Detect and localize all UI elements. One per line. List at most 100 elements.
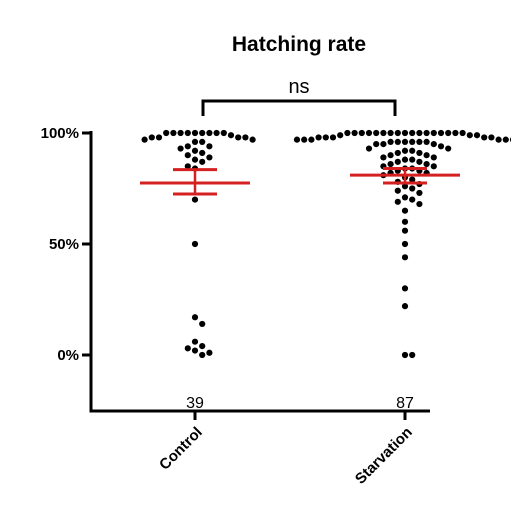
data-point — [409, 185, 416, 192]
data-point — [170, 129, 177, 137]
y-tick-label: 0% — [57, 347, 79, 364]
data-point — [235, 134, 242, 141]
data-point — [184, 129, 191, 137]
data-point — [220, 129, 227, 137]
data-point — [409, 156, 416, 163]
data-point — [380, 129, 387, 137]
data-point — [199, 320, 206, 328]
data-point — [409, 138, 416, 145]
data-point — [430, 129, 437, 137]
data-point — [394, 149, 401, 157]
data-point — [401, 156, 409, 163]
data-point — [416, 158, 423, 165]
data-point — [423, 138, 430, 145]
data-point — [227, 132, 235, 139]
data-point — [184, 143, 191, 150]
data-point — [423, 129, 430, 137]
data-point — [437, 143, 445, 150]
chart-title: Hatching rate — [232, 33, 366, 56]
data-point — [301, 136, 308, 143]
data-point — [401, 254, 409, 261]
data-point — [344, 129, 351, 137]
data-point — [365, 145, 373, 152]
data-point — [199, 149, 206, 157]
data-point — [401, 194, 409, 201]
data-point — [416, 189, 423, 197]
data-point — [416, 129, 423, 137]
significance-bracket — [201, 99, 397, 116]
data-point — [191, 338, 199, 345]
data-point — [199, 138, 206, 145]
data-point — [199, 351, 206, 359]
y-tick-label: 50% — [49, 236, 79, 253]
data-point — [423, 160, 430, 168]
data-point — [430, 154, 437, 161]
data-point — [452, 129, 459, 137]
x-tick-label: Starvation — [352, 424, 416, 488]
data-point — [242, 134, 249, 141]
data-point — [206, 154, 213, 161]
data-point — [401, 147, 409, 154]
data-point — [409, 176, 416, 183]
data-point — [191, 347, 199, 354]
data-point — [401, 183, 409, 190]
data-point — [213, 129, 220, 137]
data-point — [163, 129, 170, 137]
data-point — [502, 136, 509, 143]
data-point — [206, 143, 213, 150]
data-point — [191, 240, 199, 248]
axes: 0% 50% 100% Control 39 Starvation 87 — [41, 125, 430, 488]
x-tick-label: Control — [156, 424, 206, 474]
data-point — [387, 160, 394, 168]
data-point — [401, 129, 409, 137]
data-point — [495, 136, 502, 143]
data-point — [293, 136, 301, 143]
data-point — [191, 138, 199, 145]
data-point — [416, 138, 423, 145]
data-point — [191, 129, 199, 137]
data-point — [315, 134, 322, 141]
data-point — [401, 227, 409, 234]
data-point — [394, 129, 401, 137]
data-point — [351, 129, 358, 137]
data-point — [459, 129, 466, 137]
data-point — [329, 134, 337, 141]
data-point — [373, 129, 380, 137]
data-point — [177, 145, 184, 152]
data-point — [430, 163, 437, 170]
data-point — [481, 134, 488, 141]
data-point — [409, 129, 416, 137]
data-points — [141, 129, 511, 359]
data-point — [191, 196, 199, 203]
data-point — [206, 129, 213, 137]
data-point — [191, 147, 199, 154]
data-point — [387, 152, 394, 159]
data-point — [148, 134, 155, 141]
data-point — [373, 141, 380, 148]
data-point — [155, 134, 163, 141]
data-point — [445, 129, 452, 137]
data-point — [191, 314, 199, 321]
data-point — [249, 136, 256, 143]
data-point — [308, 136, 315, 143]
data-point — [184, 152, 191, 159]
data-point — [365, 129, 373, 137]
data-point — [401, 218, 409, 225]
data-point — [191, 156, 199, 163]
mean-sem-bars — [140, 167, 460, 196]
data-point — [206, 349, 213, 356]
data-point — [394, 158, 401, 165]
data-point — [337, 132, 344, 139]
group-count-label: 87 — [396, 395, 414, 412]
data-point — [401, 351, 409, 359]
data-point — [423, 152, 430, 159]
data-point — [445, 145, 452, 152]
data-point — [394, 187, 401, 194]
data-point — [416, 149, 423, 157]
data-point — [358, 129, 365, 137]
data-point — [380, 141, 387, 148]
data-point — [401, 285, 409, 292]
data-point — [177, 129, 184, 137]
data-point — [409, 351, 416, 359]
